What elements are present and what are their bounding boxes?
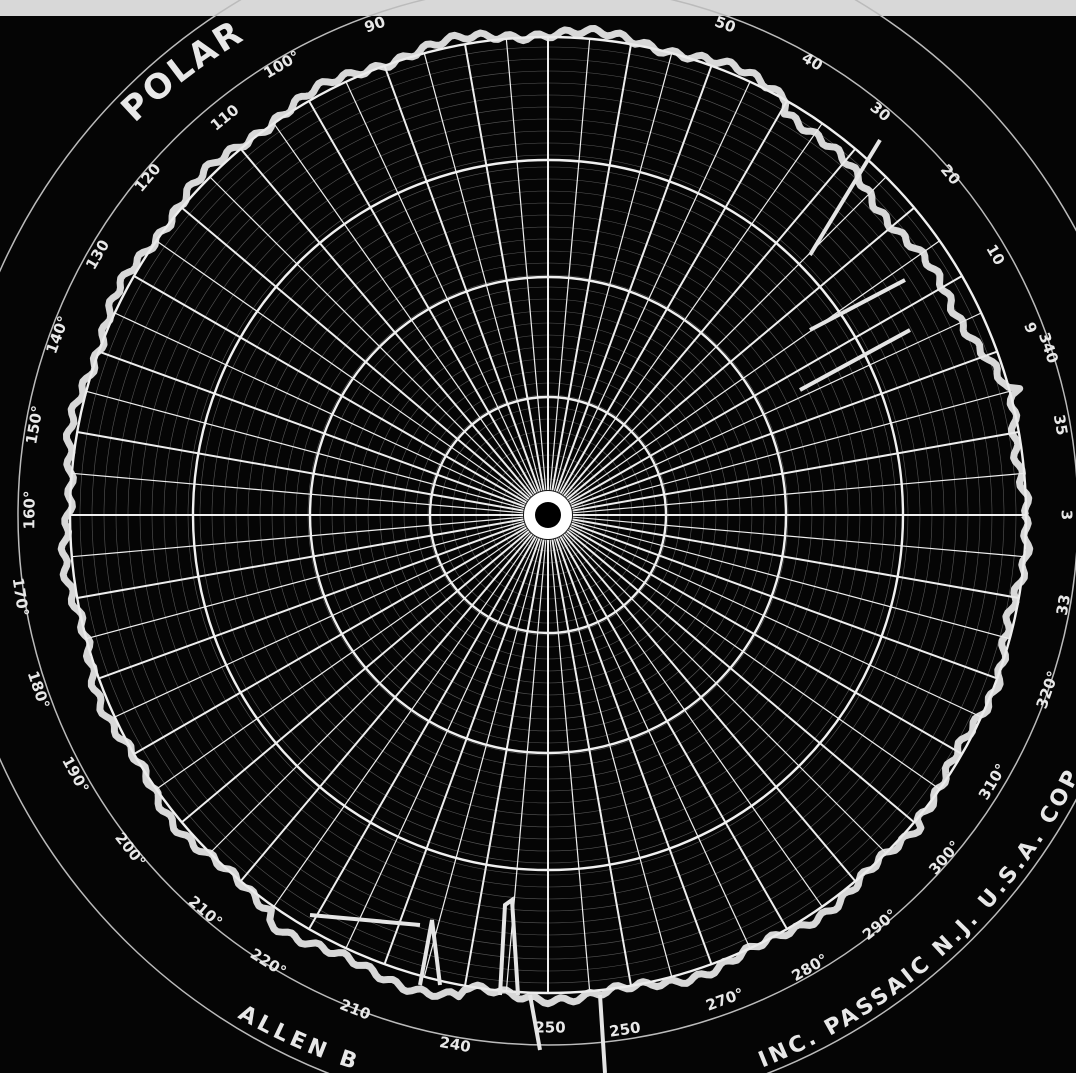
- trace-line: [57, 25, 1034, 1008]
- radial-line: [77, 431, 524, 512]
- major-ring: [308, 275, 788, 755]
- angle-label: 250: [608, 1018, 642, 1040]
- radial-line: [558, 81, 751, 493]
- radial-line: [559, 536, 788, 930]
- radial-line: [114, 312, 526, 505]
- radial-line: [423, 53, 543, 492]
- radial-line: [156, 240, 528, 502]
- radial-line: [568, 240, 940, 502]
- radial-line: [572, 518, 1019, 599]
- radial-line: [572, 516, 1025, 558]
- radial-line: [558, 537, 751, 949]
- major-ring: [191, 158, 905, 872]
- angle-label: 90: [362, 13, 388, 37]
- radial-line: [239, 533, 533, 882]
- radial-line: [572, 431, 1019, 512]
- radial-line: [571, 522, 998, 680]
- radial-line: [553, 53, 673, 492]
- radial-line: [571, 520, 1010, 640]
- radial-line: [568, 528, 940, 790]
- trace-spikes: [309, 138, 911, 1073]
- radial-line: [77, 518, 524, 599]
- radial-line: [133, 526, 527, 755]
- angle-label: 160°: [20, 490, 38, 529]
- radial-line: [549, 539, 591, 992]
- angle-label: 33: [1053, 593, 1074, 617]
- radial-line: [86, 520, 525, 640]
- radial-line: [569, 275, 963, 504]
- radial-line: [566, 530, 915, 824]
- radial-line: [273, 123, 535, 495]
- radial-line: [209, 532, 531, 854]
- radial-line: [423, 538, 543, 977]
- radial-line: [570, 312, 982, 505]
- radial-line: [563, 533, 857, 882]
- angle-label: 240: [438, 1033, 472, 1056]
- radial-line: [239, 148, 533, 497]
- angle-label: 250: [534, 1018, 565, 1036]
- radial-line: [571, 350, 998, 508]
- radial-line: [566, 206, 915, 500]
- angle-label: 170°: [9, 576, 33, 617]
- radial-line: [156, 528, 528, 790]
- radial-line: [551, 539, 632, 986]
- radial-line: [561, 123, 823, 495]
- radial-line: [209, 176, 531, 498]
- radial-line: [98, 350, 525, 508]
- radial-line: [565, 176, 887, 498]
- radial-line: [555, 65, 713, 492]
- angle-label: 3: [1058, 510, 1076, 520]
- radial-line: [464, 539, 545, 986]
- center-dot: [535, 502, 561, 528]
- radial-line: [569, 526, 963, 755]
- trace: [57, 25, 1034, 1073]
- radial-line: [345, 81, 538, 493]
- radial-line: [551, 44, 632, 491]
- radial-line: [181, 530, 530, 824]
- radial-line: [114, 525, 526, 718]
- radial-line: [86, 390, 525, 510]
- radial-line: [571, 390, 1010, 510]
- radial-line: [98, 522, 525, 680]
- radial-line: [563, 148, 857, 497]
- radial-line: [555, 538, 713, 965]
- major-ring: [428, 395, 668, 635]
- radial-line: [71, 472, 524, 514]
- radial-line: [273, 535, 535, 907]
- outer-ring: [17, 0, 1076, 1046]
- radial-line: [133, 275, 527, 504]
- radial-line: [383, 65, 541, 492]
- radial-line: [559, 100, 788, 494]
- radial-line: [561, 535, 823, 907]
- radial-line: [572, 472, 1025, 514]
- radial-line: [181, 206, 530, 500]
- radial-line: [505, 38, 547, 491]
- paper-edge: [0, 0, 1076, 16]
- radial-line: [71, 516, 524, 558]
- radial-line: [308, 100, 537, 494]
- radial-line: [565, 532, 887, 854]
- radial-line: [383, 538, 541, 965]
- radial-line: [345, 537, 538, 949]
- radial-line: [549, 38, 591, 491]
- radial-line: [308, 536, 537, 930]
- angle-label: 35: [1050, 413, 1071, 437]
- radial-line: [464, 44, 545, 491]
- radial-line: [553, 538, 673, 977]
- radial-line: [570, 525, 982, 718]
